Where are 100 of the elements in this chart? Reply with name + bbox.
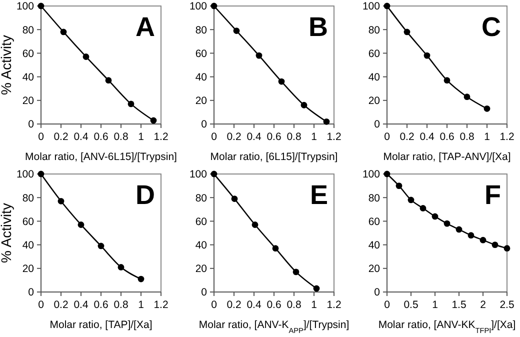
point [424, 52, 430, 59]
x-tick-label: 0.2 [54, 131, 68, 143]
x-tick-label: 0.6 [94, 131, 108, 143]
y-tick-label: 80 [22, 24, 34, 36]
x-tick-label: 1.5 [452, 299, 466, 311]
y-tick-label: 80 [368, 24, 380, 36]
point [150, 117, 157, 124]
y-tick-label: 60 [368, 48, 380, 60]
point [278, 78, 285, 85]
point [456, 226, 462, 233]
x-tick-label: 1 [311, 131, 318, 143]
x-tick-label: 1 [432, 299, 438, 311]
x-tick-label: 1.2 [326, 299, 342, 311]
y-tick-label: 40 [368, 71, 380, 84]
x-tick-label: 1.2 [500, 131, 514, 143]
x-tick-label: 1 [138, 299, 144, 311]
y-axis-title: % Activity [0, 35, 14, 95]
y-tick-label: 0 [201, 118, 208, 131]
x-tick-label: 0.4 [74, 131, 88, 143]
x-axis-title: Molar ratio, [ANV-KK$_{TFPI}$]/[Xa] [378, 319, 516, 334]
y-tick-label: 0 [28, 118, 34, 131]
chart-title: F [484, 180, 501, 210]
point [504, 245, 510, 252]
x-tick-label: 0.6 [440, 131, 454, 143]
y-tick-label: 20 [368, 263, 380, 276]
x-tick-label: 0.8 [460, 131, 474, 143]
point [300, 102, 308, 108]
x-axis-title: Molar ratio, [ANV-6L15]/[Trypsin] [25, 151, 178, 163]
point [60, 28, 67, 36]
y-tick-label: 80 [195, 192, 208, 204]
x-axis-title: Molar ratio, [TAP-ANV]/[Xa] [383, 151, 511, 163]
x-tick-label: 0.8 [286, 131, 302, 143]
point [480, 236, 486, 244]
x-tick-label: 0.4 [420, 131, 434, 143]
point [404, 28, 410, 36]
y-tick-label: 0 [374, 286, 380, 299]
point [105, 77, 112, 84]
x-tick-label: 0.2 [400, 131, 414, 143]
y-tick-label: 100 [189, 0, 208, 13]
x-tick-label: 0.2 [226, 131, 242, 143]
point [256, 52, 262, 59]
point [408, 196, 414, 204]
y-tick-label: 40 [22, 239, 34, 252]
x-tick-label: 1 [484, 131, 490, 143]
point [138, 276, 144, 282]
x-tick-label: 0.8 [114, 131, 128, 143]
x-tick-label: 0 [384, 299, 390, 311]
x-tick-label: 1.2 [154, 131, 168, 143]
y-tick-label: 100 [16, 0, 34, 13]
x-tick-label: 0.2 [226, 299, 242, 311]
y-tick-label: 60 [22, 48, 34, 60]
point [78, 222, 84, 228]
point [252, 222, 258, 228]
x-tick-label: 0.6 [94, 299, 108, 311]
point [292, 268, 300, 276]
x-tick-label: 1.2 [154, 299, 168, 311]
chart-title: D [136, 180, 155, 210]
point [98, 242, 104, 250]
chart-title: E [310, 180, 328, 210]
y-tick-label: 60 [195, 216, 208, 228]
point [464, 94, 470, 100]
point [468, 232, 474, 239]
x-tick-label: 1.2 [326, 131, 342, 143]
x-tick-label: 2.5 [500, 299, 514, 311]
y-tick-label: 0 [374, 118, 380, 131]
x-tick-label: 1 [311, 299, 318, 311]
point [128, 100, 134, 108]
chart-title: B [308, 12, 328, 42]
x-axis-title: Molar ratio, [TAP]/[Xa] [50, 319, 152, 331]
y-tick-label: 20 [22, 263, 34, 276]
x-tick-label: 0.6 [266, 131, 282, 143]
point [233, 28, 240, 34]
y-tick-label: 100 [16, 168, 34, 181]
x-tick-label: 0 [211, 299, 218, 311]
x-tick-label: 0.8 [114, 299, 128, 311]
point [272, 245, 279, 252]
point [82, 54, 90, 60]
y-tick-label: 0 [201, 286, 208, 299]
x-tick-label: 0.8 [286, 299, 302, 311]
y-tick-label: 0 [28, 286, 34, 299]
y-tick-label: 60 [22, 216, 34, 228]
x-tick-label: 0.6 [266, 299, 282, 311]
chart-title: A [136, 12, 155, 42]
y-tick-label: 80 [368, 192, 380, 204]
point [444, 220, 450, 227]
y-tick-label: 100 [189, 168, 208, 181]
y-tick-label: 40 [195, 71, 208, 84]
x-tick-label: 0.4 [246, 131, 262, 143]
x-axis-title: Molar ratio, [ANV-K$_{APP}$]/[Trypsin] [198, 319, 350, 334]
y-tick-label: 20 [368, 95, 380, 108]
point [396, 182, 402, 189]
x-tick-label: 0.4 [74, 299, 88, 311]
x-tick-label: 0 [38, 131, 44, 143]
point [444, 77, 450, 84]
y-tick-label: 80 [22, 192, 34, 204]
y-tick-label: 60 [368, 216, 380, 228]
point [323, 118, 330, 125]
x-tick-label: 1 [138, 131, 144, 143]
point [420, 205, 426, 212]
x-tick-label: 0.2 [54, 299, 68, 311]
